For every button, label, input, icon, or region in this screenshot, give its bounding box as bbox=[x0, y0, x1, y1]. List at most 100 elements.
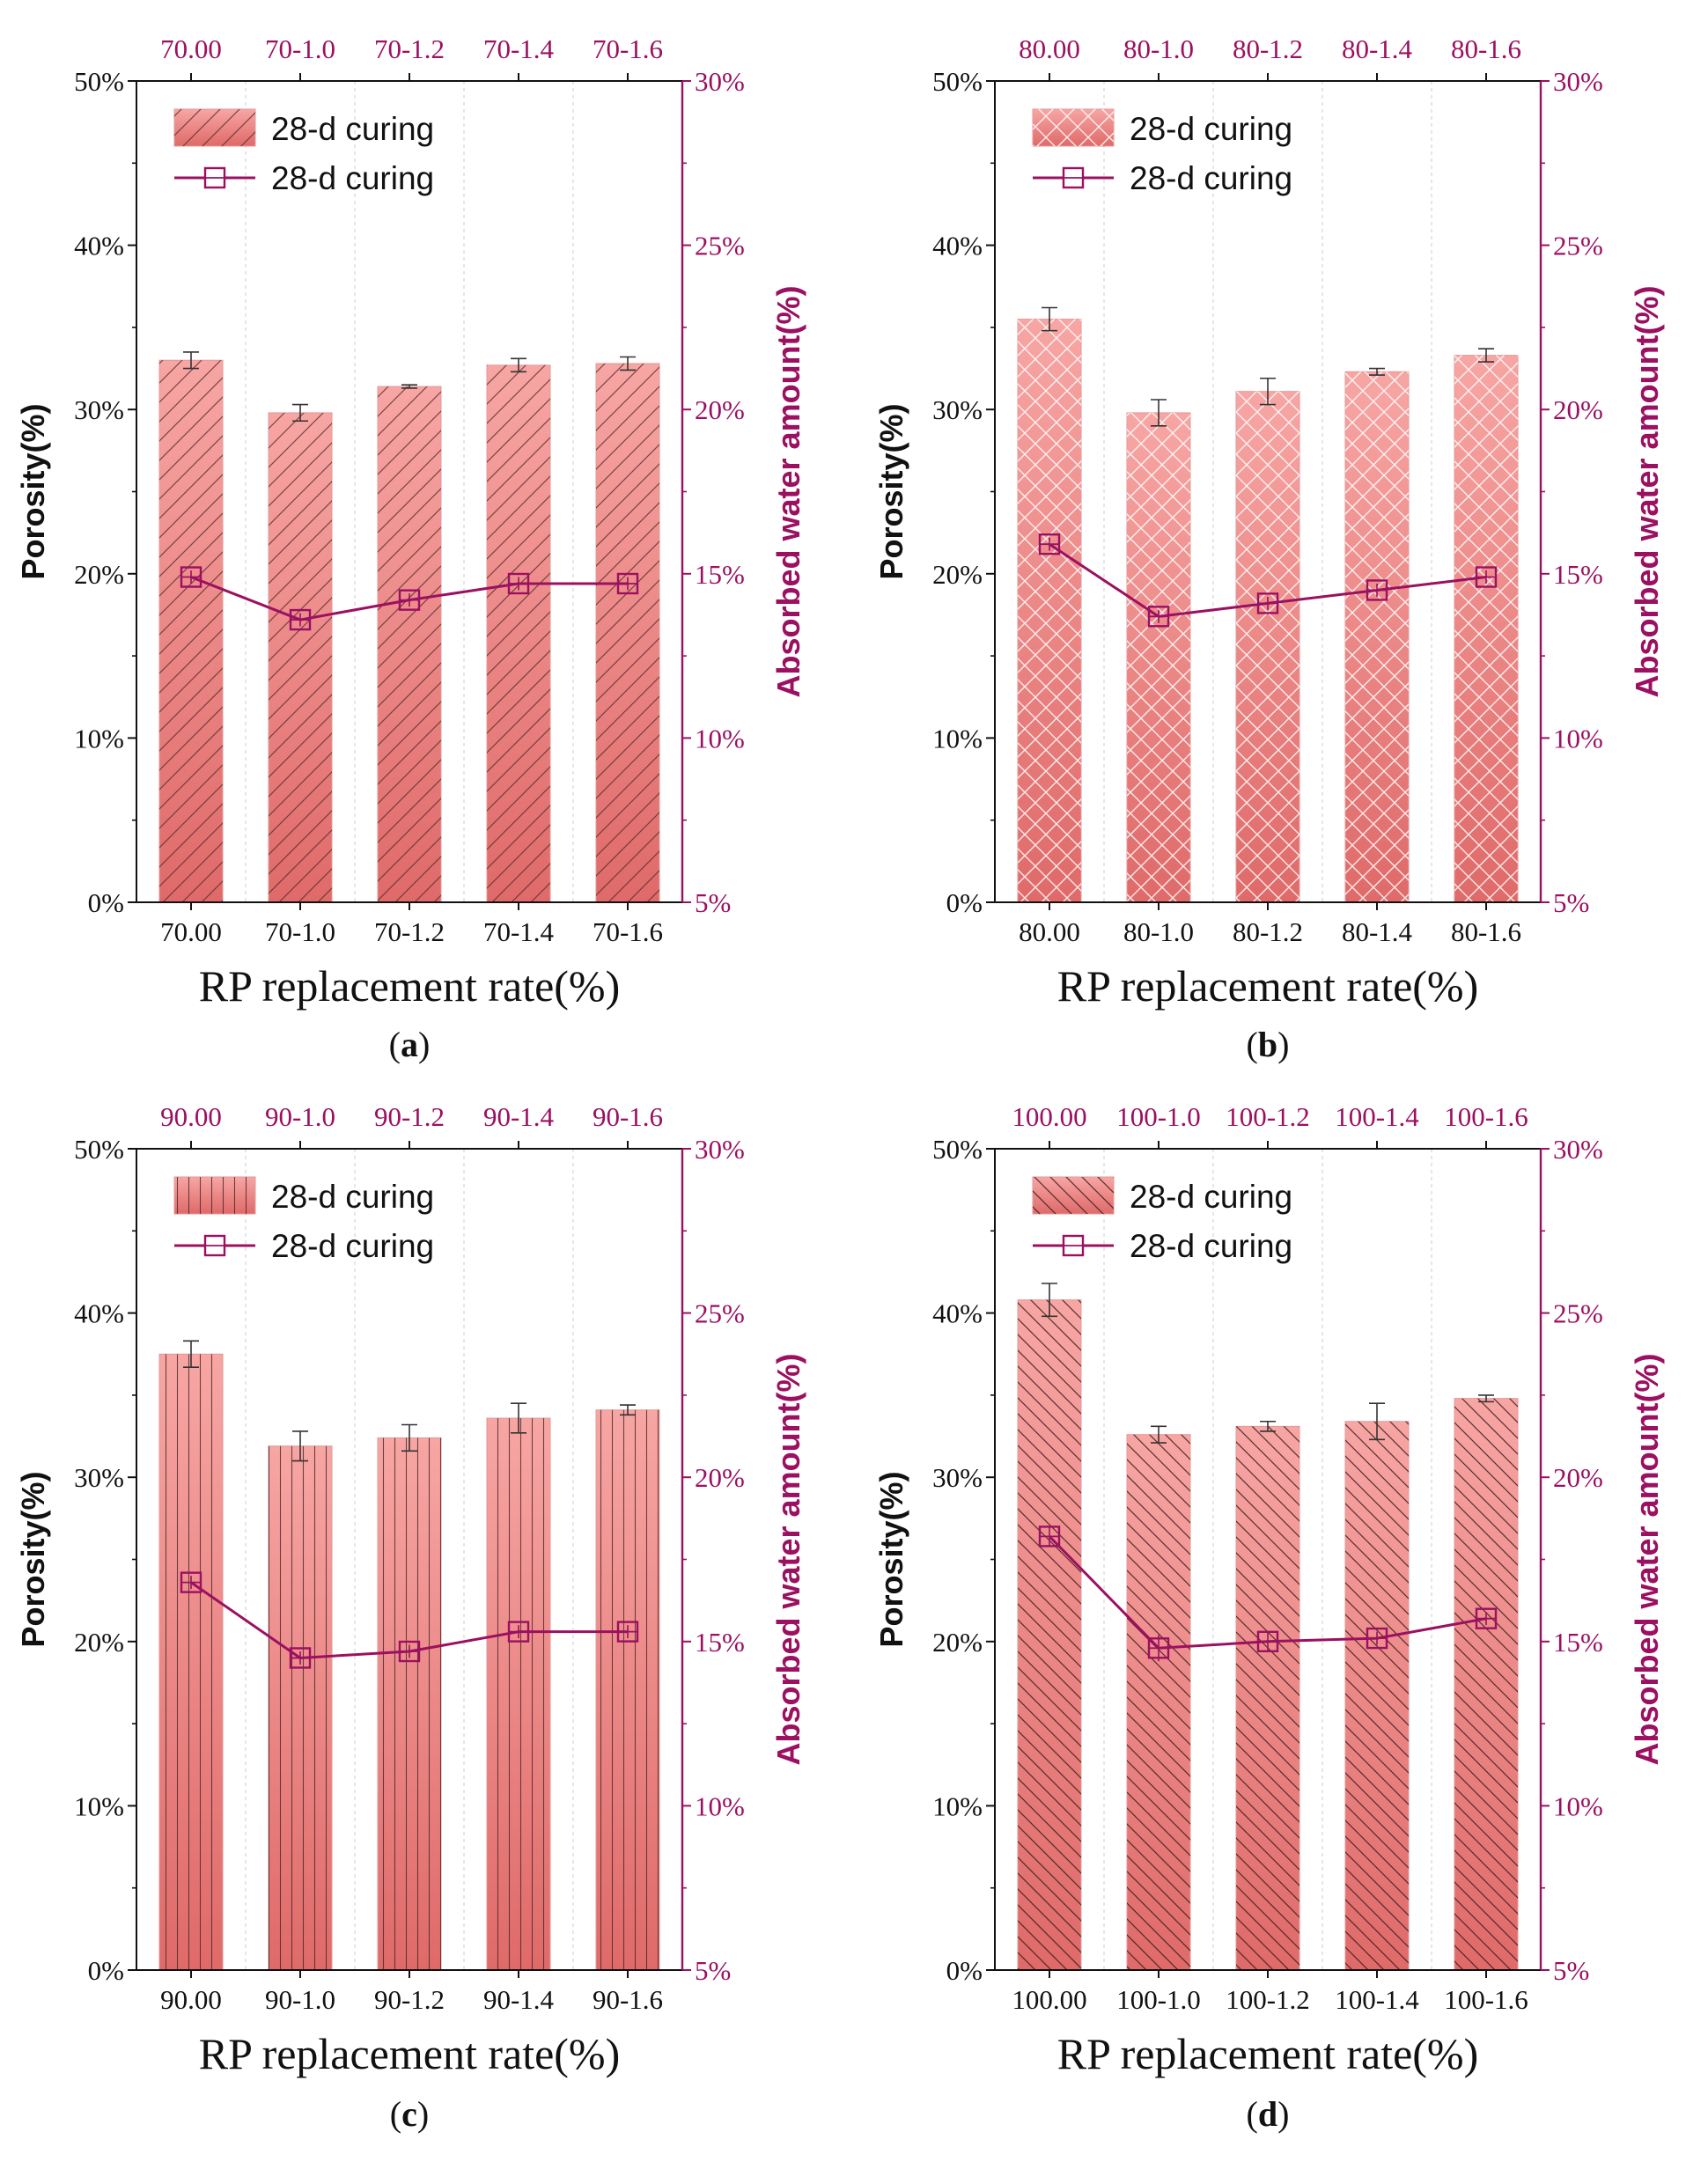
bar-hatch bbox=[159, 360, 223, 903]
x-top-tick-label: 80-1.0 bbox=[1123, 33, 1194, 64]
y-tick-label: 20% bbox=[74, 1627, 124, 1658]
y-tick-label: 10% bbox=[932, 723, 983, 754]
y-tick-label: 50% bbox=[932, 1134, 983, 1165]
y-tick-label: 40% bbox=[74, 231, 124, 261]
x-top-tick-label: 80.00 bbox=[1019, 33, 1080, 64]
x-tick-label: 100-1.4 bbox=[1335, 1984, 1419, 2015]
y2-tick-label: 20% bbox=[695, 394, 745, 425]
x-tick-label: 80-1.2 bbox=[1233, 916, 1303, 947]
x-tick-label: 70-1.6 bbox=[593, 916, 663, 947]
x-tick-label: 90-1.6 bbox=[593, 1984, 663, 2015]
y2-tick-label: 5% bbox=[1553, 1955, 1589, 1986]
x-top-tick-label: 90.00 bbox=[160, 1101, 222, 1132]
y-tick-label: 20% bbox=[74, 559, 124, 590]
y-tick-label: 40% bbox=[932, 231, 983, 261]
y-tick-label: 20% bbox=[932, 559, 983, 590]
legend-bar-hatch bbox=[174, 109, 255, 146]
panel-label-open: ( bbox=[1247, 1025, 1258, 1064]
bar-hatch bbox=[1127, 1434, 1190, 1970]
y-tick-label: 50% bbox=[74, 66, 124, 97]
legend-line-label: 28-d curing bbox=[1130, 1228, 1292, 1264]
y2-axis-title: Absorbed water amount(%) bbox=[770, 285, 806, 697]
y-tick-label: 40% bbox=[74, 1298, 124, 1329]
x-top-tick-label: 100-1.0 bbox=[1116, 1101, 1201, 1132]
x-tick-label: 70-1.4 bbox=[483, 916, 555, 947]
y2-tick-label: 10% bbox=[1553, 723, 1603, 754]
panel-label-letter: c bbox=[401, 2094, 417, 2134]
x-tick-label: 80-1.6 bbox=[1451, 916, 1521, 947]
y-axis-title: Porosity(%) bbox=[873, 1471, 909, 1647]
x-top-tick-label: 70-1.4 bbox=[483, 33, 555, 64]
legend-bar-hatch bbox=[1033, 109, 1114, 146]
panel-label: (c) bbox=[390, 2094, 429, 2134]
x-tick-label: 90.00 bbox=[160, 1984, 222, 2015]
x-tick-label: 80-1.4 bbox=[1342, 916, 1413, 947]
bar-hatch bbox=[1345, 1421, 1409, 1970]
y-tick-label: 10% bbox=[74, 1790, 124, 1821]
y2-tick-label: 15% bbox=[695, 559, 745, 590]
x-tick-label: 90-1.0 bbox=[265, 1984, 335, 2015]
x-tick-label: 100.00 bbox=[1012, 1984, 1086, 2015]
bar-hatch bbox=[1454, 355, 1518, 902]
y-tick-label: 50% bbox=[74, 1134, 124, 1165]
panel-label-open: ( bbox=[389, 1025, 401, 1064]
legend-line-label: 28-d curing bbox=[1130, 160, 1292, 196]
x-top-tick-label: 80-1.2 bbox=[1233, 33, 1303, 64]
panel-c: 0% 10% 20% 30% 40% 50% 5% 10% 15% 20% 25% 30% 90.00 9… bbox=[15, 1101, 806, 2134]
panel-label-close: ) bbox=[417, 2094, 429, 2134]
x-top-tick-label: 90-1.2 bbox=[374, 1101, 445, 1132]
x-tick-label: 70-1.2 bbox=[374, 916, 445, 947]
x-tick-label: 70.00 bbox=[160, 916, 222, 947]
y-tick-label: 10% bbox=[74, 723, 124, 754]
x-axis-title: RP replacement rate(%) bbox=[199, 961, 620, 1011]
bar-hatch bbox=[596, 363, 659, 902]
bar-hatch bbox=[487, 1418, 550, 1970]
y2-axis-title: Absorbed water amount(%) bbox=[770, 1353, 806, 1765]
legend-line-label: 28-d curing bbox=[271, 160, 434, 196]
x-axis-title: RP replacement rate(%) bbox=[1057, 2029, 1478, 2078]
y2-tick-label: 15% bbox=[1553, 1627, 1603, 1658]
panel-label-letter: b bbox=[1258, 1025, 1277, 1064]
y-tick-label: 30% bbox=[74, 394, 124, 425]
bar-hatch bbox=[159, 1354, 223, 1970]
x-axis-title: RP replacement rate(%) bbox=[1057, 961, 1478, 1011]
y-axis-title: Porosity(%) bbox=[15, 1471, 51, 1647]
y2-tick-label: 5% bbox=[695, 1955, 731, 1986]
x-top-tick-label: 70-1.0 bbox=[265, 33, 335, 64]
bar-hatch bbox=[1018, 1299, 1081, 1970]
legend-bar-label: 28-d curing bbox=[271, 1179, 434, 1215]
y2-tick-label: 30% bbox=[695, 66, 745, 97]
x-tick-label: 100-1.6 bbox=[1444, 1984, 1528, 2015]
panel-b: 0% 10% 20% 30% 40% 50% 5% 10% 15% 20% 25% 30% 80.00 8… bbox=[873, 33, 1665, 1064]
x-axis-title: RP replacement rate(%) bbox=[199, 2029, 620, 2078]
bar-hatch bbox=[1345, 371, 1409, 903]
y2-tick-label: 20% bbox=[695, 1462, 745, 1493]
x-top-tick-label: 90-1.4 bbox=[483, 1101, 555, 1132]
y-axis-title: Porosity(%) bbox=[873, 403, 909, 579]
x-top-tick-label: 70-1.6 bbox=[593, 33, 663, 64]
x-tick-label: 70-1.0 bbox=[265, 916, 335, 947]
panel-label-close: ) bbox=[1277, 2094, 1289, 2134]
y2-tick-label: 10% bbox=[695, 723, 745, 754]
bar-hatch bbox=[269, 412, 332, 902]
x-top-tick-label: 70-1.2 bbox=[374, 33, 445, 64]
x-tick-label: 90-1.2 bbox=[374, 1984, 445, 2015]
legend-bar-hatch bbox=[174, 1177, 255, 1214]
panel-label: (a) bbox=[389, 1025, 431, 1064]
y2-tick-label: 25% bbox=[695, 231, 745, 261]
panel-label-close: ) bbox=[418, 1025, 430, 1064]
x-top-tick-label: 100.00 bbox=[1012, 1101, 1086, 1132]
y-tick-label: 0% bbox=[88, 887, 124, 918]
y-tick-label: 30% bbox=[74, 1462, 124, 1493]
x-top-tick-label: 80-1.6 bbox=[1451, 33, 1521, 64]
y2-tick-label: 15% bbox=[695, 1627, 745, 1658]
y2-tick-label: 25% bbox=[1553, 1298, 1603, 1329]
legend-bar-hatch bbox=[1033, 1177, 1114, 1214]
panel-a: 0% 10% 20% 30% 40% 50% 5% 10% 15% 20% 25% 30% 70.00 7… bbox=[15, 33, 806, 1064]
x-top-tick-label: 100-1.2 bbox=[1226, 1101, 1310, 1132]
bar-hatch bbox=[487, 364, 550, 902]
y-axis-title: Porosity(%) bbox=[15, 403, 51, 579]
y2-tick-label: 25% bbox=[1553, 231, 1603, 261]
y2-axis-title: Absorbed water amount(%) bbox=[1629, 1353, 1665, 1765]
